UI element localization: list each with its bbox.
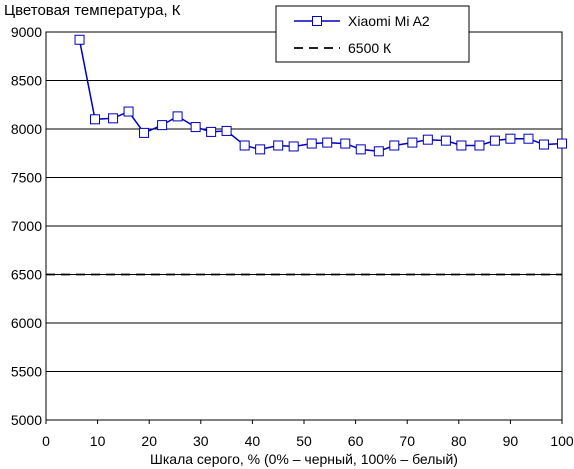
x-tick-label: 30 [193,433,209,449]
data-point [273,140,284,151]
legend-label-series-2: 6500 К [348,40,392,56]
data-point [474,140,485,151]
x-axis-label: Шкала серого, % (0% – черный, 100% – бел… [150,451,458,467]
data-point [239,140,250,151]
legend-marker-series-1 [312,16,322,26]
legend-label-series-1: Xiaomi Mi A2 [348,13,430,29]
x-tick-label: 20 [141,433,157,449]
x-tick-label: 40 [245,433,261,449]
x-tick-label: 100 [550,433,574,449]
x-tick-label: 70 [399,433,415,449]
x-tick-label: 80 [451,433,467,449]
data-point [306,138,317,149]
data-point [288,141,299,152]
y-tick-label: 9000 [11,24,42,40]
data-point [538,139,549,150]
data-point [90,114,101,125]
data-point [108,113,119,124]
y-tick-label: 6500 [11,267,42,283]
data-point [505,133,516,144]
y-tick-label: 5000 [11,412,42,428]
data-point [139,127,150,138]
data-point [221,125,232,136]
data-point [355,144,366,155]
x-tick-label: 60 [348,433,364,449]
y-tick-label: 6000 [11,315,42,331]
x-axis-tick-labels: 0 10 20 30 40 50 60 70 80 90 100 [42,420,574,449]
y-tick-label: 5500 [11,364,42,380]
data-point [255,144,266,155]
y-tick-label: 8500 [11,73,42,89]
data-point [422,134,433,145]
chart-title: Цветовая температура, К [4,2,181,19]
data-point [389,140,400,151]
data-point [373,146,384,157]
data-point [74,34,85,45]
data-point [190,122,201,133]
data-point [523,133,534,144]
data-point [206,126,217,137]
series-layer [46,34,567,276]
legend-box [275,5,470,63]
y-tick-label: 8000 [11,121,42,137]
data-point [557,138,567,149]
data-point [322,137,333,148]
data-point [340,138,351,149]
y-axis-tick-labels: 5000 5500 6000 6500 7000 7500 8000 8500 9000 [11,24,42,428]
y-tick-label: 7000 [11,218,42,234]
x-tick-label: 90 [503,433,519,449]
data-point [489,135,500,146]
x-tick-label: 10 [90,433,106,449]
y-tick-label: 7500 [11,170,42,186]
data-point [407,137,418,148]
data-point [157,120,168,131]
data-point [456,140,467,151]
legend: Xiaomi Mi A2 6500 К [275,5,470,63]
data-point [440,135,451,146]
data-point [123,106,134,117]
data-point [172,111,183,122]
x-tick-label: 0 [42,433,50,449]
grid-lines [46,31,562,421]
x-tick-label: 50 [296,433,312,449]
